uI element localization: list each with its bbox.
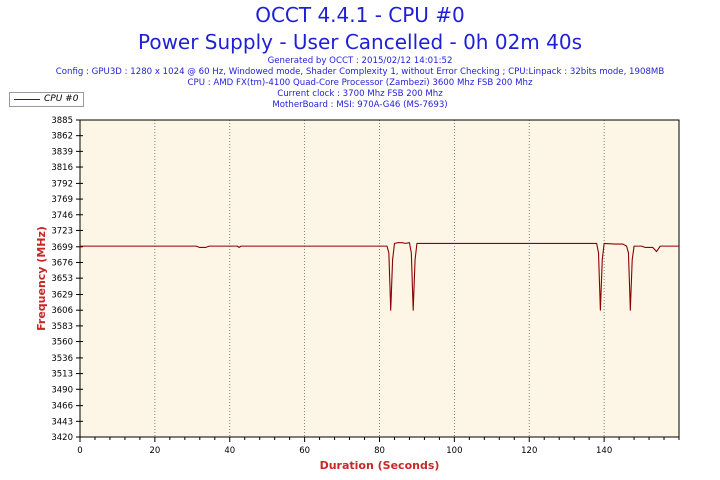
y-tick-label-3490: 3490 [51,385,73,395]
x-tick-label-60: 60 [299,446,310,456]
y-tick-label-3676: 3676 [51,258,73,268]
y-tick-label-3513: 3513 [51,370,73,380]
y-tick-label-3606: 3606 [51,306,73,316]
x-tick-label-20: 20 [149,446,160,456]
legend: CPU #0 [9,92,84,107]
y-tick-label-3466: 3466 [51,402,73,412]
y-tick-label-3699: 3699 [51,243,73,253]
x-axis-title: Duration (Seconds) [320,459,440,472]
y-tick-label-3420: 3420 [51,433,73,443]
y-tick-label-3839: 3839 [51,147,73,157]
y-tick-label-3862: 3862 [51,132,73,142]
x-tick-label-40: 40 [224,446,235,456]
y-tick-label-3560: 3560 [51,338,73,348]
y-tick-label-3816: 3816 [51,163,73,173]
y-tick-label-3792: 3792 [51,179,73,189]
y-axis-title: Frequency (MHz) [35,226,48,331]
y-tick-label-3443: 3443 [51,417,73,427]
x-tick-label-140: 140 [596,446,612,456]
y-tick-label-3769: 3769 [51,195,73,205]
legend-label-cpu0: CPU #0 [44,93,78,106]
y-tick-label-3746: 3746 [51,211,73,221]
y-tick-label-3723: 3723 [51,226,73,236]
legend-swatch-cpu0 [14,99,40,100]
x-tick-label-120: 120 [521,446,537,456]
y-tick-label-3629: 3629 [51,291,73,301]
plot-area [80,120,679,437]
x-tick-label-0: 0 [77,446,82,456]
y-tick-label-3885: 3885 [51,116,73,126]
x-tick-label-100: 100 [446,446,462,456]
x-tick-label-80: 80 [374,446,385,456]
y-tick-label-3653: 3653 [51,274,73,284]
y-tick-label-3536: 3536 [51,354,73,364]
y-tick-label-3583: 3583 [51,322,73,332]
